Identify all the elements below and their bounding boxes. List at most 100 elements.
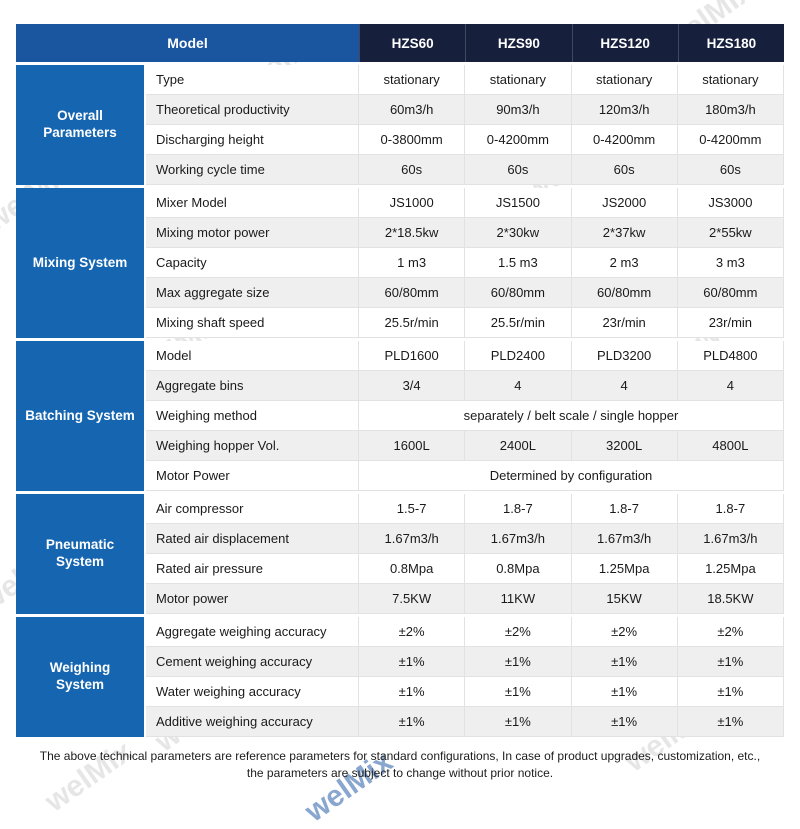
param-value: 25.5r/min (465, 308, 572, 338)
param-label: Capacity (146, 248, 359, 278)
param-value: 60s (359, 155, 466, 185)
param-value: stationary (359, 65, 466, 95)
param-value: ±2% (677, 617, 784, 647)
section-pneumatic-system: Pneumatic System Air compressor 1.5-7 1.8-7… (16, 494, 784, 614)
param-value: 1.8-7 (571, 494, 678, 524)
param-value: 90m3/h (465, 95, 572, 125)
param-value: ±1% (359, 647, 466, 677)
param-value: 2 m3 (571, 248, 678, 278)
param-value: JS2000 (571, 188, 678, 218)
param-value: ±1% (571, 647, 678, 677)
param-value: 1.8-7 (465, 494, 572, 524)
param-label: Rated air displacement (146, 524, 359, 554)
param-value: 23r/min (677, 308, 784, 338)
param-value: JS1500 (465, 188, 572, 218)
param-value: PLD1600 (359, 341, 466, 371)
param-value: 1.25Mpa (571, 554, 678, 584)
param-value: 1.5-7 (359, 494, 466, 524)
param-value: 0-3800mm (359, 125, 466, 155)
param-value: ±1% (571, 677, 678, 707)
param-value: 4 (465, 371, 572, 401)
param-value: 1.67m3/h (571, 524, 678, 554)
table-body: Overall Parameters Type stationary stationa… (16, 65, 784, 737)
section-overall-parameters: Overall Parameters Type stationary stationa… (16, 65, 784, 185)
section-batching-system: Batching System Model PLD1600 PLD2400 PLD320… (16, 341, 784, 491)
param-value: 15KW (571, 584, 678, 614)
param-value: 7.5KW (359, 584, 466, 614)
param-value: 25.5r/min (359, 308, 466, 338)
param-value: ±2% (465, 617, 572, 647)
param-value: 60/80mm (465, 278, 572, 308)
column-header-hzs180: HZS180 (677, 24, 784, 62)
param-value: 0-4200mm (677, 125, 784, 155)
param-value: 4800L (677, 431, 784, 461)
param-label: Working cycle time (146, 155, 359, 185)
param-label: Rated air pressure (146, 554, 359, 584)
param-label: Discharging height (146, 125, 359, 155)
param-value: 1600L (359, 431, 466, 461)
spec-table: Model HZS60 HZS90 HZS120 HZS180 Overall Par… (16, 24, 784, 737)
param-value: 60m3/h (359, 95, 466, 125)
param-value: 3200L (571, 431, 678, 461)
param-label: Weighing hopper Vol. (146, 431, 359, 461)
section-label-batching-system: Batching System (16, 341, 146, 491)
param-value: 60s (677, 155, 784, 185)
footer-note: The above technical parameters are refer… (20, 748, 780, 783)
param-value-span: Determined by configuration (359, 461, 784, 491)
param-value: ±1% (465, 707, 572, 737)
param-value: 1.67m3/h (359, 524, 466, 554)
param-value: 60s (465, 155, 572, 185)
param-label: Air compressor (146, 494, 359, 524)
param-value: ±1% (465, 677, 572, 707)
param-value: 0-4200mm (571, 125, 678, 155)
param-label: Motor Power (146, 461, 359, 491)
param-value: 1.5 m3 (465, 248, 572, 278)
param-label: Mixing shaft speed (146, 308, 359, 338)
param-value: 2*18.5kw (359, 218, 466, 248)
param-label: Mixer Model (146, 188, 359, 218)
param-value: ±1% (677, 677, 784, 707)
column-header-hzs120: HZS120 (571, 24, 678, 62)
table-header: Model HZS60 HZS90 HZS120 HZS180 (16, 24, 784, 62)
param-value: 3/4 (359, 371, 466, 401)
param-value: 18.5KW (677, 584, 784, 614)
param-value: PLD3200 (571, 341, 678, 371)
param-label: Motor power (146, 584, 359, 614)
param-value: 0-4200mm (465, 125, 572, 155)
param-value: 3 m3 (677, 248, 784, 278)
param-value: 2*55kw (677, 218, 784, 248)
param-value: 1.8-7 (677, 494, 784, 524)
param-value: ±1% (677, 647, 784, 677)
column-header-hzs60: HZS60 (359, 24, 466, 62)
param-value: 120m3/h (571, 95, 678, 125)
param-value: ±1% (465, 647, 572, 677)
param-label: Theoretical productivity (146, 95, 359, 125)
column-header-hzs90: HZS90 (465, 24, 572, 62)
param-label: Cement weighing accuracy (146, 647, 359, 677)
param-value: ±2% (359, 617, 466, 647)
param-value: 60s (571, 155, 678, 185)
param-label: Additive weighing accuracy (146, 707, 359, 737)
section-label-pneumatic-system: Pneumatic System (16, 494, 146, 614)
param-value: stationary (677, 65, 784, 95)
param-label: Max aggregate size (146, 278, 359, 308)
param-value-span: separately / belt scale / single hopper (359, 401, 784, 431)
param-value: 23r/min (571, 308, 678, 338)
param-value: 1.67m3/h (465, 524, 572, 554)
param-value: 1 m3 (359, 248, 466, 278)
param-label: Model (146, 341, 359, 371)
param-value: JS1000 (359, 188, 466, 218)
param-value: 4 (571, 371, 678, 401)
param-value: stationary (571, 65, 678, 95)
param-label: Water weighing accuracy (146, 677, 359, 707)
param-value: 60/80mm (359, 278, 466, 308)
param-value: 2*30kw (465, 218, 572, 248)
param-value: 11KW (465, 584, 572, 614)
param-value: 60/80mm (677, 278, 784, 308)
param-label: Aggregate bins (146, 371, 359, 401)
param-value: JS3000 (677, 188, 784, 218)
footer-line-2: the parameters are subject to change wit… (246, 766, 554, 781)
param-label: Weighing method (146, 401, 359, 431)
param-value: PLD2400 (465, 341, 572, 371)
param-value: stationary (465, 65, 572, 95)
